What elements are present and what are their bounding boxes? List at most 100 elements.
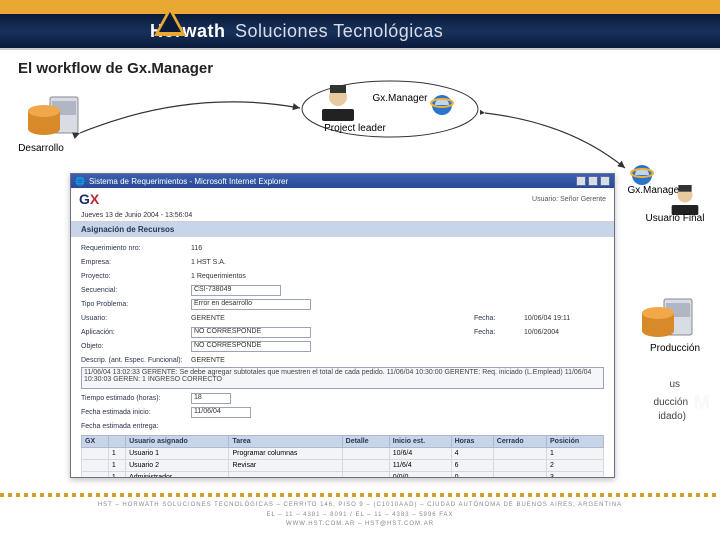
brand-light: Soluciones Tecnológicas — [235, 21, 443, 41]
table-cell: 0 — [451, 472, 493, 478]
server-icon — [26, 91, 82, 139]
minimize-button[interactable] — [576, 176, 586, 186]
diagram-canvas: Desarrollo Gx.Manager Project leader Gx.… — [0, 83, 720, 493]
footer-line3: WWW.HST.COM.AR – HST@HST.COM.AR — [10, 520, 710, 530]
table-header: Cerrado — [493, 436, 546, 448]
logo-g: G — [79, 191, 90, 207]
label-desc: Descrip. (ant. Espec. Funcional): — [81, 357, 191, 364]
footer: HST – HORWATH SOLUCIONES TECNOLÓGICAS – … — [0, 493, 720, 540]
label-usuario: Usuario: — [81, 315, 191, 322]
footer-line2: EL – 11 – 4381 – 8091 / EL – 11 – 4383 –… — [10, 511, 710, 521]
table-row[interactable]: 1Administrador0/0/003 — [82, 472, 604, 478]
close-button[interactable] — [600, 176, 610, 186]
table-header: Usuario asignado — [126, 436, 229, 448]
table-header: Inicio est. — [389, 436, 451, 448]
select-aplicacion[interactable]: NO CORRESPONDE — [191, 327, 311, 338]
table-cell: 1 — [108, 460, 125, 472]
label-aplicacion: Aplicación: — [81, 329, 191, 336]
table-cell: 10/6/4 — [389, 448, 451, 460]
logo-x: X — [90, 191, 99, 207]
label-secuencial: Secuencial: — [81, 287, 191, 294]
input-fini[interactable]: 11/06/04 — [191, 407, 251, 418]
header-bar: Horwath Soluciones Tecnológicas — [0, 14, 720, 48]
table-cell: 11/6/4 — [389, 460, 451, 472]
form-area: Requerimiento nro:116 Empresa:1 HST S.A.… — [71, 237, 614, 477]
table-cell: 1 — [547, 448, 604, 460]
footer-line1: HST – HORWATH SOLUCIONES TECNOLÓGICAS – … — [10, 501, 710, 511]
maximize-button[interactable] — [588, 176, 598, 186]
footer-text: HST – HORWATH SOLUCIONES TECNOLÓGICAS – … — [0, 497, 720, 540]
table-cell — [493, 448, 546, 460]
table-cell — [82, 472, 109, 478]
table-cell: 0/0/0 — [389, 472, 451, 478]
table-header: Horas — [451, 436, 493, 448]
log-textarea[interactable]: 11/06/04 13:02:33 GERENTE: Se debe agreg… — [81, 367, 604, 389]
peek-text: us — [669, 379, 680, 390]
table-header: GX — [82, 436, 109, 448]
desarrollo-label: Desarrollo — [6, 143, 76, 154]
arrow-icon — [70, 93, 310, 153]
label-empresa: Empresa: — [81, 259, 191, 266]
label-tipoprob: Tipo Problema: — [81, 301, 191, 308]
table-cell — [342, 460, 389, 472]
watermark: M — [693, 392, 710, 415]
val-fecha1: 10/06/04 19:11 — [524, 315, 604, 322]
select-objeto[interactable]: NO CORRESPONDE — [191, 341, 311, 352]
table-cell — [229, 472, 342, 478]
ie-icon — [630, 163, 654, 187]
label-fent: Fecha estimada entrega: — [81, 423, 191, 430]
top-accent-bar — [0, 0, 720, 14]
peek-text: ducción — [654, 397, 688, 408]
label-reqnro: Requerimiento nro: — [81, 245, 191, 252]
user-value: Señor Gerente — [560, 196, 606, 203]
table-cell: Usuario 2 — [126, 460, 229, 472]
val-desc: GERENTE — [191, 357, 604, 364]
table-cell: Administrador — [126, 472, 229, 478]
window-title: Sistema de Requerimientos - Microsoft In… — [89, 177, 574, 186]
brand-logo-icon — [150, 4, 190, 44]
label-fecha2: Fecha: — [474, 329, 524, 336]
val-reqnro: 116 — [191, 245, 604, 252]
label-objeto: Objeto: — [81, 343, 191, 350]
label-fini: Fecha estimada inicio: — [81, 409, 191, 416]
table-cell: 1 — [108, 472, 125, 478]
server-icon — [640, 293, 696, 341]
table-header: Detalle — [342, 436, 389, 448]
user-indicator: Usuario: Señor Gerente — [532, 196, 606, 203]
assignments-table: GX Usuario asignadoTareaDetalleInicio est… — [81, 435, 604, 477]
pl-app-label: Gx.Manager — [365, 93, 435, 104]
val-usuario: GERENTE — [191, 315, 474, 322]
table-cell — [342, 448, 389, 460]
produccion-label: Producción — [635, 343, 715, 354]
app-logo: GX — [79, 191, 99, 207]
table-cell: 4 — [451, 448, 493, 460]
val-empresa: 1 HST S.A. — [191, 259, 604, 266]
table-cell: Revisar — [229, 460, 342, 472]
table-cell — [493, 460, 546, 472]
table-header — [108, 436, 125, 448]
ie-small-icon: 🌐 — [75, 177, 85, 186]
table-header: Posición — [547, 436, 604, 448]
table-header: Tarea — [229, 436, 342, 448]
table-cell — [342, 472, 389, 478]
table-cell: 1 — [108, 448, 125, 460]
table-cell: Programar columnas — [229, 448, 342, 460]
brand-text: Horwath Soluciones Tecnológicas — [150, 21, 443, 42]
table-cell — [493, 472, 546, 478]
peek-text: idado) — [658, 411, 686, 422]
select-tipoprob[interactable]: Error en desarrollo — [191, 299, 311, 310]
uf-role-label: Usuario Final — [635, 213, 715, 224]
table-cell: 6 — [451, 460, 493, 472]
table-row[interactable]: 1Usuario 2Revisar11/6/462 — [82, 460, 604, 472]
person-icon — [670, 183, 700, 217]
table-row[interactable]: 1Usuario 1Programar columnas10/6/441 — [82, 448, 604, 460]
date-row: Jueves 13 de Junio 2004 - 13:56:04 — [71, 210, 614, 222]
input-tiempo[interactable]: 18 — [191, 393, 231, 404]
pl-role-label: Project leader — [310, 123, 400, 134]
input-secuencial[interactable]: CSI-738049 — [191, 285, 281, 296]
window-titlebar[interactable]: 🌐 Sistema de Requerimientos - Microsoft … — [71, 174, 614, 188]
label-proyecto: Proyecto: — [81, 273, 191, 280]
table-cell: Usuario 1 — [126, 448, 229, 460]
person-icon — [320, 83, 356, 123]
arrow-icon — [480, 103, 640, 183]
